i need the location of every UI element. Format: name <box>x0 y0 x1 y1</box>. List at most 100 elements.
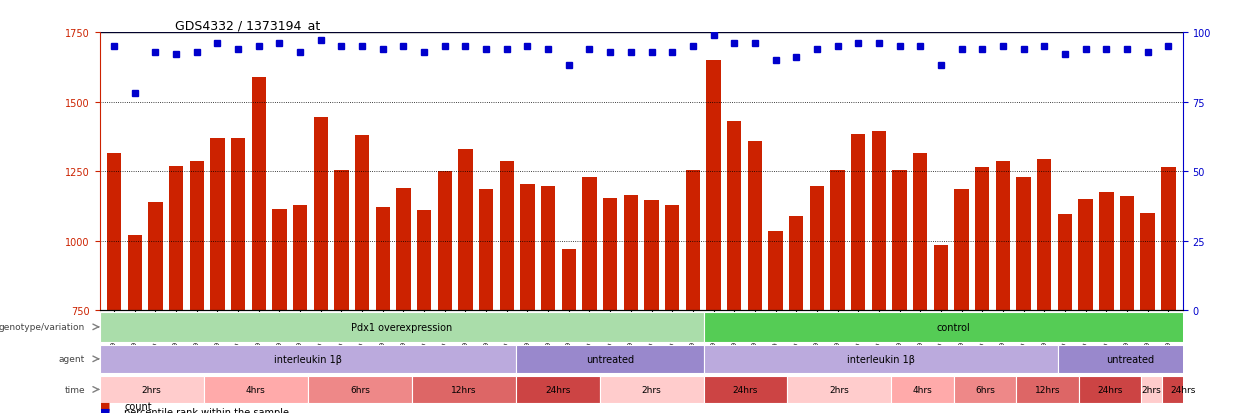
FancyBboxPatch shape <box>517 376 600 403</box>
Bar <box>1058 215 1072 311</box>
Text: GDS4332 / 1373194_at: GDS4332 / 1373194_at <box>176 19 321 32</box>
Text: 2hrs: 2hrs <box>1142 385 1162 394</box>
Bar <box>561 249 576 311</box>
Text: 2hrs: 2hrs <box>142 385 162 394</box>
FancyBboxPatch shape <box>891 376 954 403</box>
FancyBboxPatch shape <box>100 376 204 403</box>
Bar <box>314 118 327 311</box>
Text: ■: ■ <box>100 401 110 411</box>
Bar <box>934 245 949 311</box>
Bar <box>1099 192 1113 311</box>
Bar <box>273 209 286 311</box>
Bar <box>127 235 142 311</box>
FancyBboxPatch shape <box>703 376 787 403</box>
Bar <box>583 177 596 311</box>
Text: untreated: untreated <box>586 354 634 364</box>
Text: 4hrs: 4hrs <box>247 385 265 394</box>
Bar <box>996 162 1010 311</box>
Bar <box>1119 197 1134 311</box>
FancyBboxPatch shape <box>100 312 703 342</box>
Bar <box>520 184 534 311</box>
Bar <box>624 195 639 311</box>
Bar <box>1162 168 1175 311</box>
FancyBboxPatch shape <box>703 345 1058 373</box>
Bar <box>479 190 493 311</box>
Text: interleukin 1β: interleukin 1β <box>274 354 342 364</box>
Bar <box>189 162 204 311</box>
Bar <box>768 231 783 311</box>
FancyBboxPatch shape <box>204 376 308 403</box>
FancyBboxPatch shape <box>1142 376 1162 403</box>
Bar <box>355 136 370 311</box>
Bar <box>644 201 659 311</box>
FancyBboxPatch shape <box>1058 345 1204 373</box>
Bar <box>437 172 452 311</box>
Text: interleukin 1β: interleukin 1β <box>847 354 915 364</box>
Text: control: control <box>936 322 971 332</box>
Text: 4hrs: 4hrs <box>913 385 933 394</box>
Bar <box>809 187 824 311</box>
Bar <box>210 138 224 311</box>
Bar <box>1037 159 1052 311</box>
FancyBboxPatch shape <box>517 345 703 373</box>
Bar <box>975 168 990 311</box>
Text: untreated: untreated <box>1107 354 1155 364</box>
Bar <box>955 190 969 311</box>
Text: count: count <box>124 401 152 411</box>
Bar <box>499 162 514 311</box>
Text: 24hrs: 24hrs <box>1170 385 1195 394</box>
FancyBboxPatch shape <box>1162 376 1204 403</box>
Bar <box>830 170 845 311</box>
FancyBboxPatch shape <box>703 312 1204 342</box>
Bar <box>376 208 390 311</box>
Bar <box>293 205 308 311</box>
Text: 6hrs: 6hrs <box>350 385 370 394</box>
Bar <box>1078 199 1093 311</box>
Bar <box>748 141 762 311</box>
Bar <box>396 188 411 311</box>
Text: 24hrs: 24hrs <box>1097 385 1123 394</box>
Text: 12hrs: 12hrs <box>452 385 477 394</box>
FancyBboxPatch shape <box>100 345 517 373</box>
Bar <box>665 205 680 311</box>
Text: 24hrs: 24hrs <box>732 385 758 394</box>
Bar <box>852 134 865 311</box>
Bar <box>913 154 928 311</box>
Bar <box>893 170 906 311</box>
FancyBboxPatch shape <box>787 376 891 403</box>
Text: 2hrs: 2hrs <box>641 385 661 394</box>
FancyBboxPatch shape <box>600 376 703 403</box>
Bar <box>1140 214 1155 311</box>
Text: time: time <box>65 385 85 394</box>
Bar <box>230 138 245 311</box>
Bar <box>686 170 700 311</box>
Text: 12hrs: 12hrs <box>1035 385 1059 394</box>
Text: 6hrs: 6hrs <box>975 385 995 394</box>
Text: Pdx1 overexpression: Pdx1 overexpression <box>351 322 452 332</box>
Bar <box>334 170 349 311</box>
Text: percentile rank within the sample: percentile rank within the sample <box>124 407 290 413</box>
Bar <box>148 202 163 311</box>
Bar <box>540 187 555 311</box>
Bar <box>872 131 886 311</box>
Text: 2hrs: 2hrs <box>829 385 849 394</box>
Bar <box>458 150 473 311</box>
Bar <box>603 198 618 311</box>
Bar <box>727 122 742 311</box>
Bar <box>1016 177 1031 311</box>
Bar <box>789 216 803 311</box>
Bar <box>417 211 431 311</box>
FancyBboxPatch shape <box>308 376 412 403</box>
Text: ■: ■ <box>100 407 110 413</box>
Text: genotype/variation: genotype/variation <box>0 323 85 332</box>
FancyBboxPatch shape <box>1078 376 1142 403</box>
FancyBboxPatch shape <box>1016 376 1078 403</box>
Bar <box>107 154 121 311</box>
FancyBboxPatch shape <box>954 376 1016 403</box>
Bar <box>251 77 266 311</box>
FancyBboxPatch shape <box>412 376 517 403</box>
Bar <box>169 166 183 311</box>
Text: agent: agent <box>59 354 85 363</box>
Bar <box>706 61 721 311</box>
Text: 24hrs: 24hrs <box>545 385 570 394</box>
